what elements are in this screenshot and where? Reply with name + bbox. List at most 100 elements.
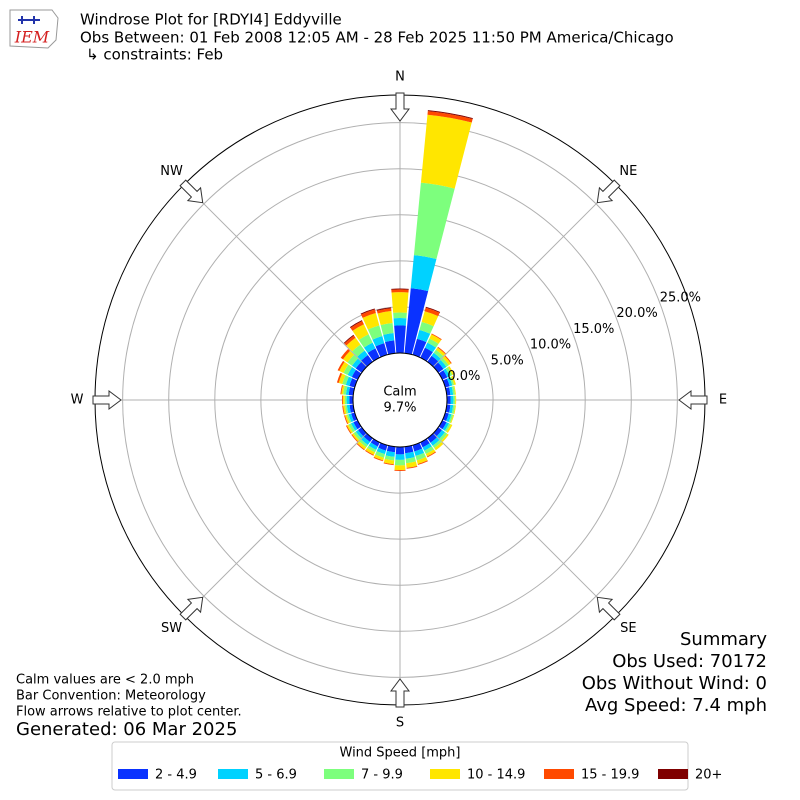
chart-subtitle: Obs Between: 01 Feb 2008 12:05 AM - 28 F… (80, 29, 674, 47)
bar-segment (424, 446, 434, 455)
flow-arrow (596, 596, 621, 621)
bar-segment (450, 414, 455, 424)
bar-segment (342, 350, 354, 363)
bar-segment (355, 429, 364, 439)
flow-arrow-shape (678, 390, 708, 410)
bar-segment (395, 446, 405, 455)
bar-segment (445, 367, 453, 377)
bar-segment (419, 321, 434, 334)
bar-segment (437, 346, 446, 354)
bar-segment (442, 356, 452, 366)
logo-text: IEM (14, 28, 50, 47)
bar-segment (394, 465, 406, 471)
bar-segment (351, 412, 358, 422)
bar-segment (451, 375, 456, 385)
summary-line: Obs Used: 70172 (612, 651, 767, 672)
legend-label: 2 - 4.9 (155, 768, 197, 783)
bar-segment (383, 462, 394, 466)
grid-ring (260, 260, 540, 540)
bar-segment (343, 405, 347, 415)
bar-segment (449, 404, 454, 414)
flow-arrow-shape (179, 179, 204, 204)
radial-tick-label: 10.0% (530, 338, 571, 353)
bar-segment (433, 349, 444, 359)
bar-segment (405, 457, 416, 464)
compass-label: S (396, 716, 404, 731)
bar-segment (438, 420, 447, 430)
legend-swatch (544, 769, 574, 779)
flow-arrow (179, 179, 204, 204)
bar-segment (421, 311, 439, 327)
bar-segment (446, 377, 453, 387)
bar-segment (451, 405, 456, 414)
summary-title: Summary (680, 629, 767, 650)
bar-segment (345, 386, 351, 396)
bar-segment (420, 114, 472, 189)
bar-segment (349, 320, 363, 328)
flow-arrow (596, 179, 621, 204)
legend-swatch (324, 769, 354, 779)
bar-segment (420, 347, 433, 362)
bar-segment (440, 358, 449, 367)
bar-segment (404, 288, 429, 355)
legend-swatch (658, 769, 688, 779)
spoke (183, 399, 401, 617)
bar-segment (424, 342, 437, 353)
bar-segment (414, 448, 425, 456)
flow-arrow-shape (596, 179, 621, 204)
bar-segment (410, 255, 437, 292)
bar-segment (375, 343, 388, 358)
bar-segment (430, 437, 440, 446)
bar-segment (344, 414, 350, 424)
bar-segment (431, 352, 441, 362)
bar-segment (426, 451, 437, 458)
bar-segment (374, 454, 384, 461)
bar-segment (406, 461, 418, 468)
bar-segment (391, 289, 409, 293)
bar-segment (343, 385, 348, 395)
bar-segment (431, 333, 442, 340)
bar-segment (448, 414, 454, 423)
bar-segment (406, 466, 418, 469)
bar-segment (341, 385, 345, 395)
bar-segment (447, 366, 455, 376)
spoke (183, 183, 401, 401)
bar-segment (446, 424, 453, 433)
bar-segment (345, 425, 352, 434)
bar-segment (385, 340, 396, 355)
bar-segment (336, 372, 343, 384)
bar-segment (446, 413, 452, 423)
generated: Generated: 06 Mar 2025 (16, 719, 237, 740)
bar-segment (425, 449, 436, 457)
logo: IEM (9, 9, 59, 49)
bar-segment (373, 457, 384, 462)
bar-segment (340, 348, 351, 360)
flow-arrow (390, 92, 410, 122)
flow-arrow (390, 678, 410, 708)
bar-segment (453, 395, 456, 405)
flow-arrow-shape (390, 678, 410, 708)
bar-segment (415, 452, 426, 461)
compass-label: NE (619, 164, 637, 179)
bar-segment (450, 395, 454, 405)
bar-segment (435, 347, 446, 356)
radial-tick-label: 15.0% (573, 322, 614, 337)
bar-segment (416, 329, 431, 343)
constraints: ↳ constraints: Feb (86, 46, 223, 64)
bar-segment (391, 288, 409, 290)
legend-label: 20+ (695, 768, 722, 783)
compass-label: W (71, 393, 84, 408)
bar-segment (356, 443, 365, 451)
bar-segment (353, 420, 362, 430)
bar-segment (346, 424, 353, 434)
bar-segment (449, 386, 454, 396)
bar-segment (341, 395, 344, 405)
bar-segment (391, 292, 409, 313)
bar-segment (358, 334, 373, 348)
bar-segment (436, 429, 446, 439)
grid-ring (168, 168, 632, 632)
bar-segment (351, 434, 358, 442)
bar-segment (417, 460, 428, 465)
bar-segment (429, 334, 442, 344)
bar-segment (444, 355, 452, 364)
